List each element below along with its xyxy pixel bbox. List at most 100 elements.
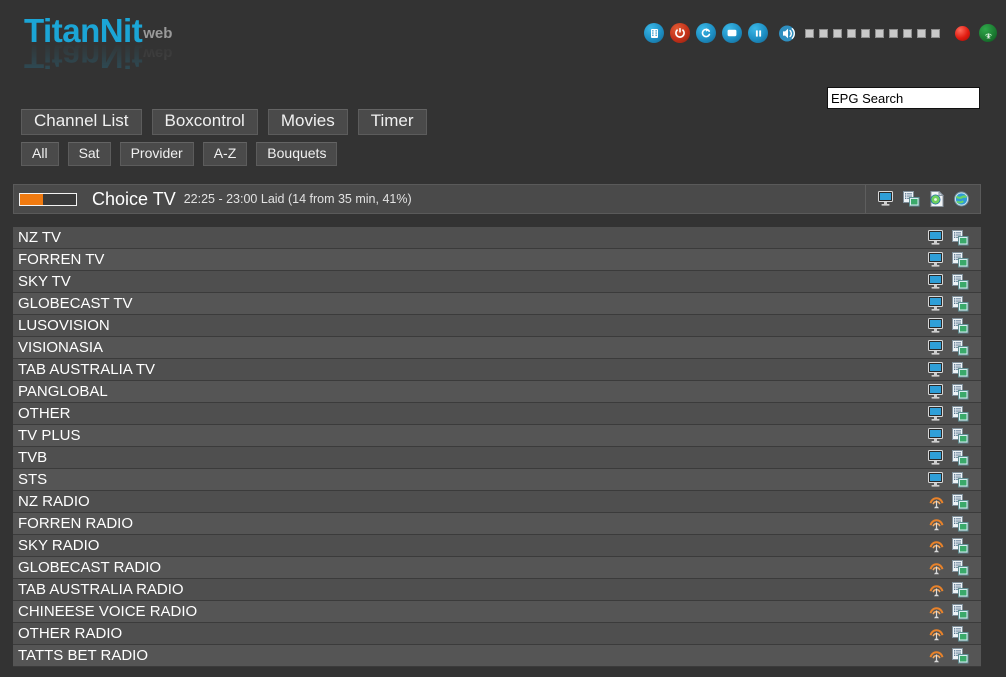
channel-row[interactable]: TV PLUS xyxy=(13,425,981,447)
tab-movies[interactable]: Movies xyxy=(267,109,348,136)
volume-segment[interactable] xyxy=(903,28,912,38)
program-progress-bar xyxy=(19,192,77,206)
epg-list-icon[interactable] xyxy=(952,361,969,378)
media-disc-icon[interactable] xyxy=(928,191,945,207)
primary-nav: Channel List Boxcontrol Movies Timer xyxy=(21,109,427,136)
volume-segment[interactable] xyxy=(819,28,828,38)
epg-list-icon[interactable] xyxy=(952,251,969,268)
volume-segment[interactable] xyxy=(833,28,842,38)
filter-sat[interactable]: Sat xyxy=(67,142,111,166)
volume-segment[interactable] xyxy=(917,28,926,38)
channel-row[interactable]: GLOBECAST RADIO xyxy=(13,557,981,579)
power-icon[interactable] xyxy=(670,23,690,43)
epg-list-icon[interactable] xyxy=(952,405,969,422)
tab-channel-list[interactable]: Channel List xyxy=(21,109,142,136)
epg-list-icon[interactable] xyxy=(952,449,969,466)
radio-antenna-icon[interactable] xyxy=(928,560,945,576)
tv-monitor-icon[interactable] xyxy=(928,449,945,466)
epg-list-icon[interactable] xyxy=(952,581,969,598)
epg-list-icon[interactable] xyxy=(952,339,969,356)
epg-list-icon[interactable] xyxy=(952,603,969,620)
channel-row[interactable]: FORREN RADIO xyxy=(13,513,981,535)
volume-segment[interactable] xyxy=(847,28,856,38)
logo-primary-text: TitanNit xyxy=(24,12,143,49)
channel-row[interactable]: LUSOVISION xyxy=(13,315,981,337)
monitor-icon[interactable] xyxy=(878,191,895,207)
speaker-icon[interactable] xyxy=(779,24,799,43)
tv-monitor-icon[interactable] xyxy=(928,471,945,488)
epg-list-icon[interactable] xyxy=(952,625,969,642)
volume-segment[interactable] xyxy=(875,28,884,38)
channel-row[interactable]: PANGLOBAL xyxy=(13,381,981,403)
epg-search-input[interactable] xyxy=(827,87,980,109)
tab-boxcontrol[interactable]: Boxcontrol xyxy=(151,109,258,136)
filter-a-z[interactable]: A-Z xyxy=(202,142,248,166)
tv-monitor-icon[interactable] xyxy=(928,317,945,334)
screen-icon[interactable] xyxy=(722,23,742,43)
channel-row-actions xyxy=(928,557,969,578)
remote-toolbar xyxy=(644,22,997,44)
channel-row[interactable]: TAB AUSTRALIA RADIO xyxy=(13,579,981,601)
channel-row[interactable]: OTHER xyxy=(13,403,981,425)
tv-monitor-icon[interactable] xyxy=(928,295,945,312)
volume-level-bar[interactable] xyxy=(805,28,945,38)
filter-provider[interactable]: Provider xyxy=(119,142,194,166)
epg-list-icon[interactable] xyxy=(952,515,969,532)
radio-antenna-icon[interactable] xyxy=(928,604,945,620)
tv-monitor-icon[interactable] xyxy=(928,427,945,444)
channel-row[interactable]: TVB xyxy=(13,447,981,469)
record-icon[interactable] xyxy=(955,25,970,41)
tv-monitor-icon[interactable] xyxy=(928,229,945,246)
radio-antenna-icon[interactable] xyxy=(928,626,945,642)
channel-row[interactable]: NZ RADIO xyxy=(13,491,981,513)
channel-row[interactable]: GLOBECAST TV xyxy=(13,293,981,315)
channel-row[interactable]: NZ TV xyxy=(13,227,981,249)
epg-list-icon[interactable] xyxy=(952,471,969,488)
filter-all[interactable]: All xyxy=(21,142,59,166)
epg-list-icon[interactable] xyxy=(952,537,969,554)
tv-monitor-icon[interactable] xyxy=(928,251,945,268)
volume-segment[interactable] xyxy=(861,28,870,38)
tv-monitor-icon[interactable] xyxy=(928,383,945,400)
channel-row[interactable]: FORREN TV xyxy=(13,249,981,271)
channel-row[interactable]: VISIONASIA xyxy=(13,337,981,359)
epg-list-icon[interactable] xyxy=(952,273,969,290)
volume-segment[interactable] xyxy=(805,28,814,38)
epg-list-icon[interactable] xyxy=(952,295,969,312)
epg-list-icon[interactable] xyxy=(952,493,969,510)
channel-row[interactable]: OTHER RADIO xyxy=(13,623,981,645)
radio-antenna-icon[interactable] xyxy=(928,494,945,510)
windows-copy-icon[interactable] xyxy=(903,191,920,207)
epg-list-icon[interactable] xyxy=(952,229,969,246)
channel-row[interactable]: TAB AUSTRALIA TV xyxy=(13,359,981,381)
channel-row[interactable]: CHINEESE VOICE RADIO xyxy=(13,601,981,623)
radio-antenna-icon[interactable] xyxy=(928,582,945,598)
channel-name: LUSOVISION xyxy=(18,317,110,334)
tv-monitor-icon[interactable] xyxy=(928,273,945,290)
epg-list-icon[interactable] xyxy=(952,383,969,400)
channel-row[interactable]: STS xyxy=(13,469,981,491)
globe-icon[interactable] xyxy=(953,191,970,207)
radio-antenna-icon[interactable] xyxy=(928,516,945,532)
channel-row[interactable]: SKY TV xyxy=(13,271,981,293)
tv-monitor-icon[interactable] xyxy=(928,405,945,422)
radio-antenna-icon[interactable] xyxy=(928,648,945,664)
pause-icon[interactable] xyxy=(748,23,768,43)
filter-bouquets[interactable]: Bouquets xyxy=(256,142,338,166)
keypad-icon[interactable] xyxy=(644,23,664,43)
radio-antenna-icon[interactable] xyxy=(928,538,945,554)
refresh-icon[interactable] xyxy=(696,23,716,43)
volume-segment[interactable] xyxy=(931,28,940,38)
epg-list-icon[interactable] xyxy=(952,427,969,444)
signal-antenna-icon[interactable] xyxy=(979,24,997,42)
epg-list-icon[interactable] xyxy=(952,317,969,334)
tv-monitor-icon[interactable] xyxy=(928,339,945,356)
volume-segment[interactable] xyxy=(889,28,898,38)
tab-timer[interactable]: Timer xyxy=(357,109,427,136)
epg-list-icon[interactable] xyxy=(952,559,969,576)
tv-monitor-icon[interactable] xyxy=(928,361,945,378)
channel-row[interactable]: SKY RADIO xyxy=(13,535,981,557)
channel-name: TAB AUSTRALIA TV xyxy=(18,361,155,378)
channel-row[interactable]: TATTS BET RADIO xyxy=(13,645,981,667)
epg-list-icon[interactable] xyxy=(952,647,969,664)
